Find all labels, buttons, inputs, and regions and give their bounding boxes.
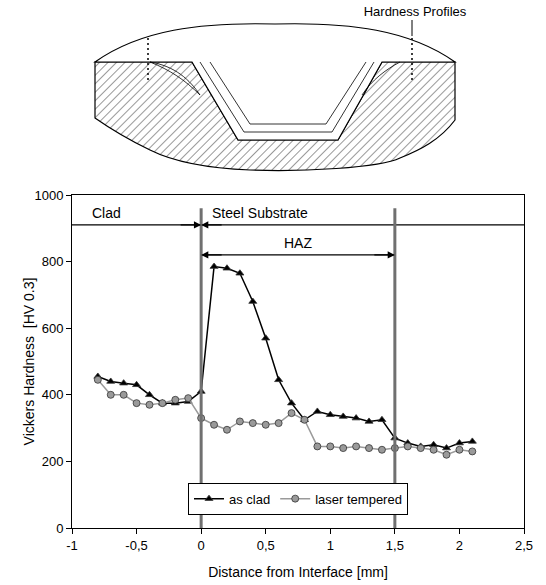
svg-text:Clad: Clad: [92, 205, 121, 221]
svg-text:400: 400: [42, 387, 64, 402]
svg-text:Distance from Interface [mm]: Distance from Interface [mm]: [208, 564, 388, 580]
svg-text:2: 2: [456, 538, 463, 553]
svg-text:0: 0: [56, 521, 63, 536]
svg-text:0,5: 0,5: [257, 538, 275, 553]
svg-text:200: 200: [42, 454, 64, 469]
svg-text:600: 600: [42, 321, 64, 336]
svg-text:Hardness Profiles: Hardness Profiles: [364, 4, 467, 19]
svg-text:1000: 1000: [34, 188, 63, 203]
svg-text:laser tempered: laser tempered: [315, 492, 402, 507]
svg-text:HAZ: HAZ: [284, 235, 312, 251]
svg-text:1: 1: [327, 538, 334, 553]
svg-text:1,5: 1,5: [386, 538, 404, 553]
svg-text:2,5: 2,5: [515, 538, 533, 553]
svg-text:Vickers Hardness [HV 0.3]: Vickers Hardness [HV 0.3]: [21, 278, 37, 446]
svg-text:0: 0: [198, 538, 205, 553]
svg-text:-1: -1: [66, 538, 78, 553]
svg-text:Steel Substrate: Steel Substrate: [212, 205, 308, 221]
svg-text:-0,5: -0,5: [125, 538, 147, 553]
svg-text:as clad: as clad: [229, 492, 270, 507]
svg-text:800: 800: [42, 254, 64, 269]
